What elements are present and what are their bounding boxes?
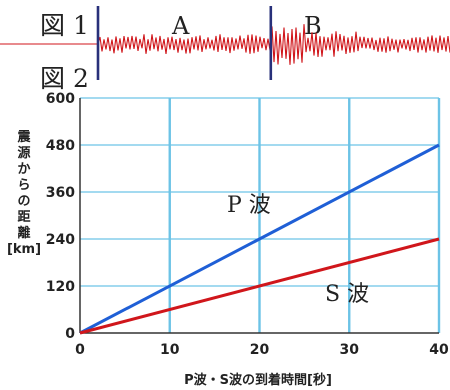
- y-axis-label-char: 距: [17, 210, 30, 225]
- y-axis-label-char: [km]: [7, 242, 41, 257]
- figure2-label: 図 2: [40, 64, 89, 93]
- seismogram-panel: 図 1 A B: [0, 6, 450, 80]
- series-label-p: P 波: [227, 193, 271, 218]
- x-tick-label: 40: [429, 342, 449, 358]
- x-tick-label: 20: [250, 342, 270, 358]
- y-axis-label-char: か: [17, 162, 30, 177]
- y-axis-label-char: 源: [17, 145, 30, 161]
- series-line-p: [79, 143, 440, 335]
- x-tick-label: 30: [340, 342, 360, 358]
- y-tick-label: 360: [46, 185, 75, 201]
- x-axis-label: P波・S波の到着時間[秒]: [184, 372, 332, 388]
- chart-series: [79, 143, 440, 335]
- y-axis-label-char: 離: [17, 225, 30, 241]
- y-axis-label-char: ら: [17, 178, 30, 193]
- x-tick-label: 10: [160, 342, 180, 358]
- y-tick-label: 0: [65, 326, 75, 342]
- y-tick-label: 600: [46, 91, 75, 107]
- series-line-s: [79, 237, 440, 335]
- y-axis-label-char: の: [17, 194, 30, 209]
- chart-axes: 0 10 20 30 40 0 120 240 360 480 600: [46, 91, 449, 358]
- y-tick-label: 120: [46, 279, 75, 295]
- phase-b-label: B: [304, 12, 322, 40]
- y-tick-label: 480: [46, 138, 75, 154]
- x-tick-label: 0: [75, 342, 85, 358]
- seismogram-trace: [0, 24, 450, 65]
- travel-time-chart: 図 2 0 10 20 30 40 0 120 240 360 480 600 震源からの距離[km…: [7, 64, 449, 388]
- y-tick-label: 240: [46, 232, 75, 248]
- series-label-s: S 波: [325, 282, 369, 307]
- y-axis-label-char: 震: [16, 130, 31, 145]
- phase-a-label: A: [171, 12, 190, 40]
- figure1-label: 図 1: [40, 11, 89, 40]
